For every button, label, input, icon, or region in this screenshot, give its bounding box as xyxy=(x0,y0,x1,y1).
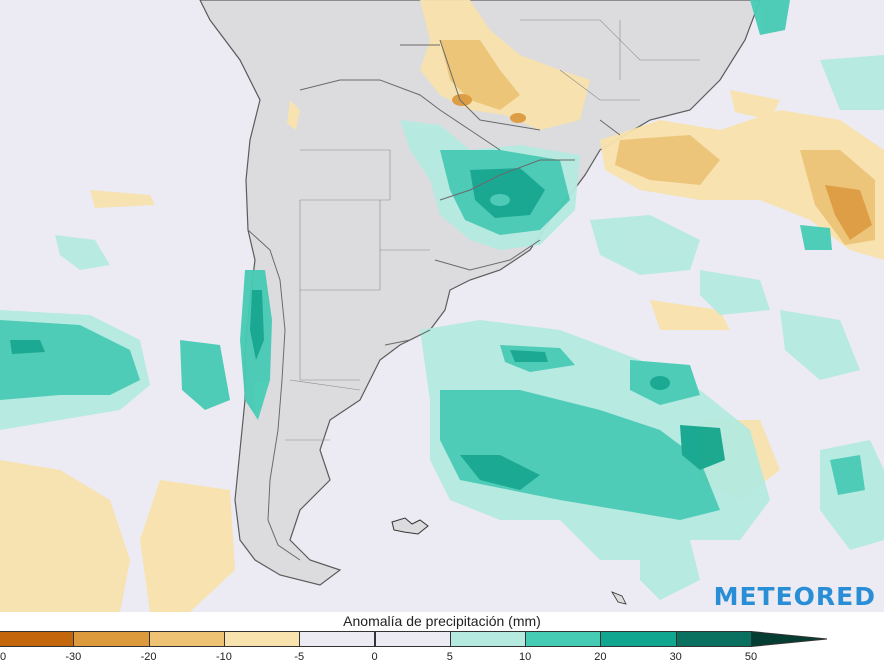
falkland-islands xyxy=(391,517,429,535)
country-borders xyxy=(247,39,621,561)
meteored-logo: METEORED xyxy=(713,582,876,611)
south-georgia-island xyxy=(611,591,627,605)
color-scale-segment xyxy=(299,631,376,647)
color-scale-tick-label: 20 xyxy=(594,651,607,663)
color-scale-segment xyxy=(374,631,451,647)
color-scale-segment xyxy=(223,631,301,647)
color-scale-tick-label: 30 xyxy=(669,651,682,663)
color-scale-tick-label: -5 xyxy=(294,651,305,663)
color-scale-segment xyxy=(675,631,752,647)
color-scale-segment xyxy=(0,631,75,647)
color-scale-bar xyxy=(0,631,828,649)
color-scale-tick-label: 0 xyxy=(0,651,7,663)
province-borders xyxy=(285,19,700,441)
color-scale-segment xyxy=(600,631,677,647)
color-scale-segment xyxy=(73,631,150,647)
color-scale-tick-label: 10 xyxy=(518,651,532,663)
color-scale-tick-label: -10 xyxy=(215,651,232,663)
color-scale-tick-label: 50 xyxy=(744,651,758,663)
color-scale-tick-label: -20 xyxy=(140,651,157,663)
color-scale-segment xyxy=(148,631,225,647)
color-scale-arrow xyxy=(751,631,828,648)
legend-title: Anomalía de precipitación (mm) xyxy=(343,613,541,629)
color-scale-segment xyxy=(525,631,602,647)
land-mass xyxy=(199,0,761,586)
color-scale-tick-label: -30 xyxy=(65,651,82,663)
color-scale-tick-label: 0 xyxy=(371,651,378,663)
precipitation-anomaly-map xyxy=(0,0,884,612)
color-scale-segment xyxy=(449,631,527,647)
color-scale-tick-label: 5 xyxy=(446,651,453,663)
wet-anomaly-areas xyxy=(0,0,884,600)
